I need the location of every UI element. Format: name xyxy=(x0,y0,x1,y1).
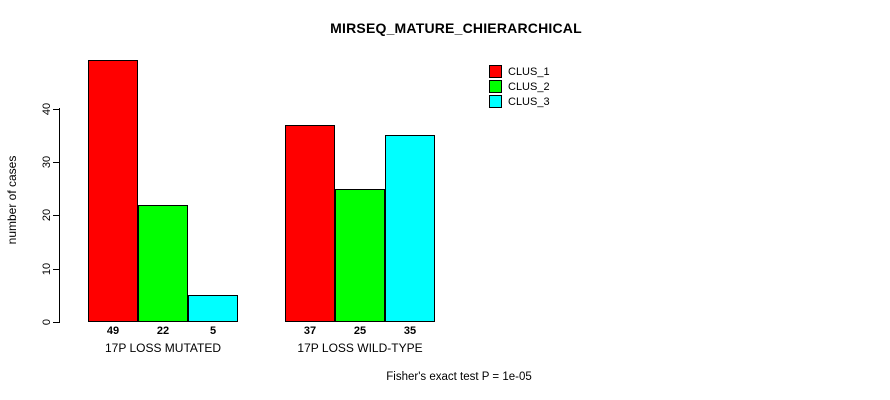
bar-value-label: 22 xyxy=(156,325,170,337)
legend-swatch-clus_3 xyxy=(489,95,502,108)
y-axis-tick xyxy=(53,268,59,270)
y-axis-tick xyxy=(53,161,59,163)
bar-clus_2-group2 xyxy=(335,189,385,322)
bar-clus_3-group1 xyxy=(188,295,238,322)
legend-swatch-clus_1 xyxy=(489,65,502,78)
bar-value-label: 49 xyxy=(106,325,120,337)
bar-clus_3-group2 xyxy=(385,135,435,322)
y-axis-tick xyxy=(53,215,59,217)
legend-row-clus_3: CLUS_3 xyxy=(489,94,550,109)
bar-value-label: 35 xyxy=(403,325,417,337)
x-category-label: 17P LOSS WILD-TYPE xyxy=(297,341,423,355)
legend-row-clus_1: CLUS_1 xyxy=(489,64,550,79)
legend-label: CLUS_3 xyxy=(508,95,550,108)
y-axis-tick xyxy=(53,108,59,110)
legend-swatch-clus_2 xyxy=(489,80,502,93)
y-axis-tick-label: 20 xyxy=(41,209,53,222)
annotation-text: Fisher's exact test P = 1e-05 xyxy=(386,371,532,383)
y-axis-tick-label: 0 xyxy=(41,318,53,326)
legend-label: CLUS_1 xyxy=(508,65,550,78)
bar-value-label: 25 xyxy=(353,325,367,337)
y-axis-line xyxy=(59,108,60,323)
bar-value-label: 5 xyxy=(209,325,217,337)
legend: CLUS_1 CLUS_2 CLUS_3 xyxy=(489,64,550,109)
bar-clus_1-group2 xyxy=(285,125,335,322)
bar-clus_2-group1 xyxy=(138,205,188,322)
x-category-label: 17P LOSS MUTATED xyxy=(104,341,222,355)
legend-row-clus_2: CLUS_2 xyxy=(489,79,550,94)
y-axis-tick-label: 10 xyxy=(41,262,53,275)
bar-value-label: 37 xyxy=(303,325,317,337)
y-axis-tick-label: 40 xyxy=(41,102,53,115)
y-axis-tick-label: 30 xyxy=(41,155,53,168)
y-axis-tick xyxy=(53,322,59,323)
y-axis-title: number of cases xyxy=(5,155,19,245)
chart-title: MIRSEQ_MATURE_CHIERARCHICAL xyxy=(330,20,582,36)
bar-clus_1-group1 xyxy=(88,60,138,322)
legend-label: CLUS_2 xyxy=(508,80,550,93)
